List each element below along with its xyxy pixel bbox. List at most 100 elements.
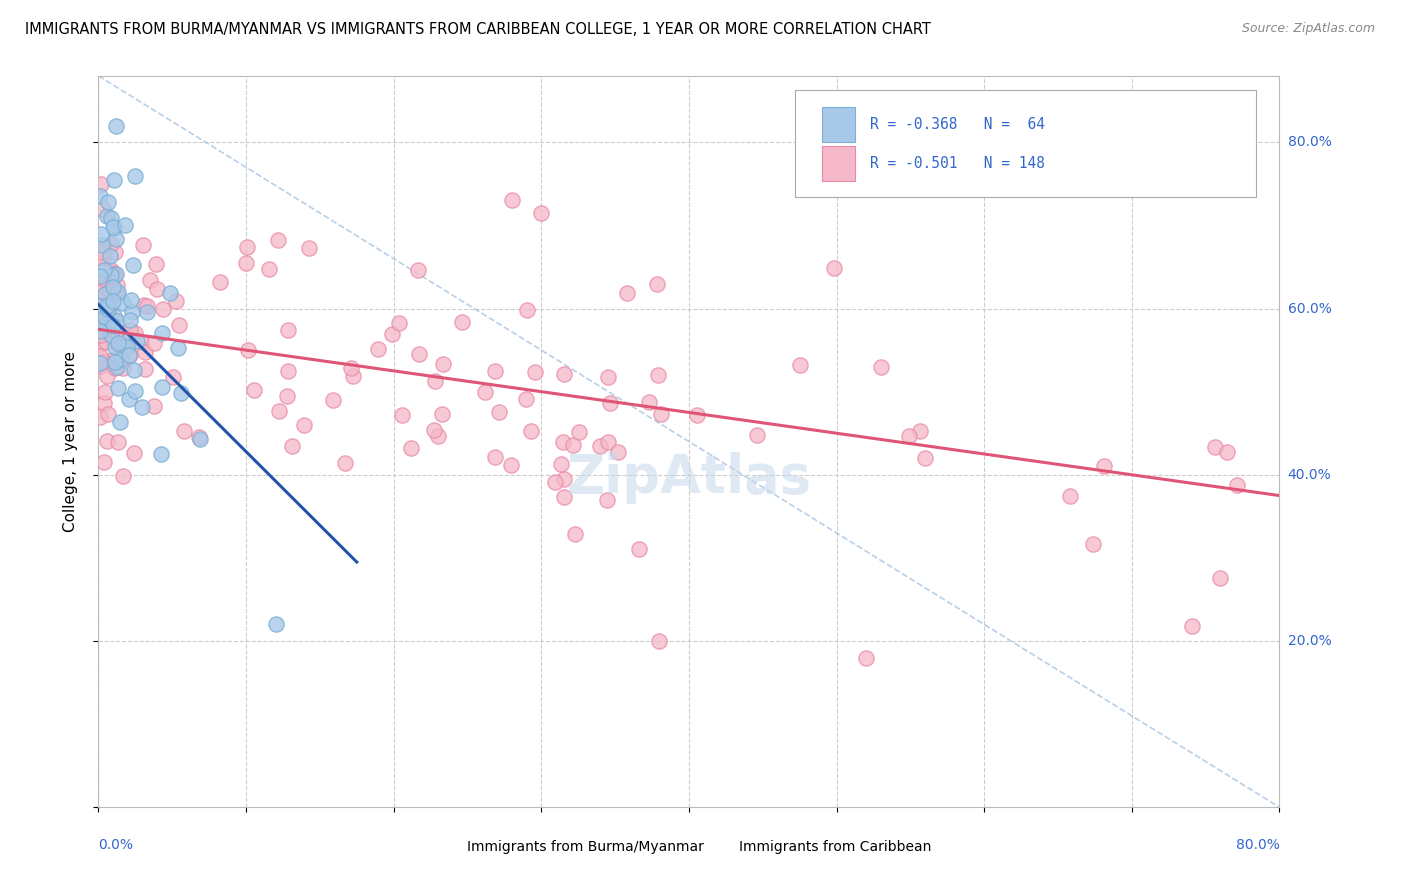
Point (243, 383, 266, 397)
Point (115, 340, 138, 354)
FancyBboxPatch shape (796, 90, 1256, 196)
Point (89, 188, 111, 202)
Point (208, 276, 231, 290)
Point (101, 279, 124, 293)
Point (97, 195, 120, 210)
Point (520, 424, 543, 438)
Point (91, 202, 114, 216)
Point (855, 650, 877, 665)
Point (89, 325, 111, 339)
Point (269, 404, 291, 418)
Point (648, 634, 671, 648)
Point (333, 456, 356, 470)
Point (914, 451, 936, 466)
Point (107, 381, 129, 395)
Point (120, 313, 142, 327)
Point (132, 237, 155, 252)
Point (553, 490, 575, 504)
Point (103, 310, 125, 324)
Point (1226, 478, 1249, 492)
Point (474, 385, 496, 400)
Point (607, 444, 630, 458)
Text: IMMIGRANTS FROM BURMA/MYANMAR VS IMMIGRANTS FROM CARIBBEAN COLLEGE, 1 YEAR OR MO: IMMIGRANTS FROM BURMA/MYANMAR VS IMMIGRA… (25, 22, 931, 37)
Point (281, 439, 304, 453)
Point (499, 458, 522, 473)
Point (544, 475, 567, 489)
Point (96, 209, 118, 223)
Point (162, 370, 184, 384)
Point (408, 262, 430, 277)
Point (391, 408, 413, 422)
Point (105, 277, 128, 292)
Point (114, 218, 136, 232)
Point (89, 336, 111, 351)
Point (96, 299, 118, 313)
Point (111, 295, 134, 310)
Point (1204, 441, 1226, 455)
Point (432, 357, 454, 371)
Point (121, 258, 143, 272)
Point (165, 293, 187, 308)
Point (1181, 619, 1204, 633)
Point (564, 527, 586, 541)
Point (484, 364, 506, 378)
Point (107, 335, 129, 350)
Point (276, 389, 298, 403)
Text: 80.0%: 80.0% (1236, 838, 1279, 852)
Point (645, 277, 668, 292)
Point (103, 294, 125, 309)
Point (142, 399, 165, 413)
Point (596, 369, 619, 384)
Point (93, 310, 115, 324)
Point (89, 409, 111, 424)
Point (568, 425, 591, 439)
Point (91, 299, 114, 313)
FancyBboxPatch shape (434, 834, 461, 862)
Point (145, 257, 167, 271)
Point (553, 472, 575, 486)
Point (111, 469, 134, 483)
Point (423, 424, 446, 438)
Point (98, 306, 121, 320)
Point (870, 359, 893, 374)
Point (89, 299, 111, 313)
Point (908, 424, 931, 438)
Point (650, 407, 672, 421)
Point (98, 284, 121, 298)
Point (561, 438, 583, 452)
Point (484, 450, 506, 465)
Point (122, 446, 145, 460)
Point (107, 285, 129, 300)
Point (100, 263, 122, 277)
Point (105, 232, 128, 246)
Point (257, 262, 280, 277)
Point (450, 315, 472, 329)
Point (100, 237, 122, 252)
Point (89, 349, 111, 363)
Point (427, 429, 450, 443)
Point (103, 269, 125, 284)
Point (114, 334, 136, 349)
Point (167, 318, 190, 332)
Point (90, 328, 112, 343)
Point (93, 396, 115, 410)
Text: R = -0.368   N =  64: R = -0.368 N = 64 (870, 118, 1045, 132)
Point (121, 305, 143, 319)
Point (118, 323, 141, 337)
Point (236, 240, 259, 254)
Point (89, 356, 111, 370)
Point (105, 359, 128, 374)
Point (408, 347, 430, 361)
Point (523, 365, 546, 379)
Point (388, 317, 411, 331)
FancyBboxPatch shape (707, 834, 733, 862)
Point (91, 237, 114, 252)
Point (399, 441, 422, 455)
Point (647, 368, 669, 383)
Point (187, 430, 209, 444)
Point (96, 434, 118, 448)
Point (529, 206, 551, 220)
Point (101, 219, 124, 234)
Point (117, 333, 139, 347)
Point (423, 374, 446, 388)
